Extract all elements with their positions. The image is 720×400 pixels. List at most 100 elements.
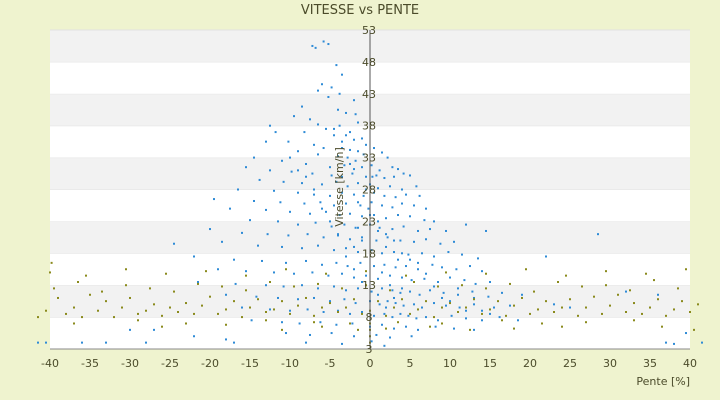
data-point [489, 308, 491, 311]
data-point [409, 258, 411, 261]
data-point [265, 208, 267, 211]
data-point [329, 300, 331, 303]
data-point [277, 220, 279, 223]
data-point [217, 312, 219, 315]
data-point [413, 281, 415, 284]
data-point [465, 317, 467, 320]
data-point [285, 332, 287, 335]
data-point [241, 231, 243, 234]
data-point [349, 238, 351, 241]
data-point [429, 289, 431, 292]
data-point [245, 166, 247, 169]
data-point [425, 300, 427, 303]
data-point [177, 310, 179, 313]
data-point [321, 325, 323, 328]
x-tick-label: 20 [523, 357, 537, 370]
data-point [389, 336, 391, 339]
data-point [361, 137, 363, 140]
data-point [633, 302, 635, 305]
data-point [197, 282, 199, 285]
data-point [370, 290, 373, 293]
y-tick-label: 53 [362, 24, 376, 37]
data-point [241, 306, 243, 309]
data-point [685, 268, 687, 271]
data-point [281, 159, 283, 162]
data-point [391, 228, 394, 231]
data-point [441, 296, 443, 299]
data-point [357, 226, 359, 229]
data-point [153, 303, 155, 306]
data-point [341, 175, 343, 178]
data-point [349, 162, 351, 165]
data-point [221, 240, 223, 243]
data-point [487, 295, 490, 298]
data-point [335, 323, 338, 326]
data-point [407, 314, 410, 317]
data-point [49, 271, 51, 274]
data-point [461, 284, 463, 287]
data-point [281, 321, 283, 324]
data-point [405, 193, 407, 196]
data-point [274, 131, 277, 134]
data-point [455, 268, 458, 271]
data-point [433, 255, 435, 258]
data-point [498, 316, 501, 319]
data-point [485, 287, 487, 290]
data-point [255, 295, 258, 298]
data-point [393, 251, 395, 254]
data-point [370, 249, 373, 252]
data-point [309, 118, 311, 121]
data-point [345, 247, 347, 250]
axes [50, 30, 690, 350]
data-point [281, 245, 283, 248]
data-point [305, 296, 307, 299]
data-point [425, 207, 427, 210]
data-point [314, 221, 317, 224]
data-point [322, 236, 325, 239]
data-point [353, 168, 355, 171]
data-point [365, 270, 367, 273]
data-point [362, 153, 365, 156]
data-point [429, 325, 431, 328]
data-point [50, 261, 53, 264]
data-point [693, 328, 695, 331]
data-point [399, 312, 402, 315]
data-point [449, 302, 451, 305]
data-point [439, 242, 442, 245]
data-point [305, 259, 307, 262]
data-point [418, 194, 421, 197]
data-point [282, 180, 285, 183]
data-point [433, 316, 435, 319]
data-point [431, 263, 434, 266]
data-point [373, 191, 375, 194]
data-point [391, 316, 394, 319]
data-point [585, 306, 587, 309]
data-point [173, 290, 175, 293]
data-point [453, 240, 455, 243]
y-tick-label: 13 [362, 279, 376, 292]
data-point [233, 258, 235, 261]
data-point [489, 312, 491, 315]
data-point [393, 239, 395, 242]
data-point [377, 277, 379, 280]
data-point [311, 271, 314, 274]
data-point [365, 274, 367, 277]
data-point [343, 223, 346, 226]
data-point [402, 304, 405, 307]
data-point [417, 261, 419, 264]
data-point [370, 340, 373, 343]
data-point [471, 290, 474, 293]
x-tick-label: -35 [81, 357, 99, 370]
data-point [297, 150, 299, 153]
data-point [335, 261, 338, 264]
data-point [306, 308, 309, 311]
y-tick-label: 48 [362, 56, 376, 69]
data-point [129, 328, 131, 331]
data-point [383, 263, 386, 266]
data-point [447, 251, 450, 254]
data-point [553, 310, 555, 313]
data-point [365, 188, 367, 191]
x-tick-label: 15 [483, 357, 497, 370]
data-point [377, 220, 379, 223]
data-point [673, 342, 675, 345]
